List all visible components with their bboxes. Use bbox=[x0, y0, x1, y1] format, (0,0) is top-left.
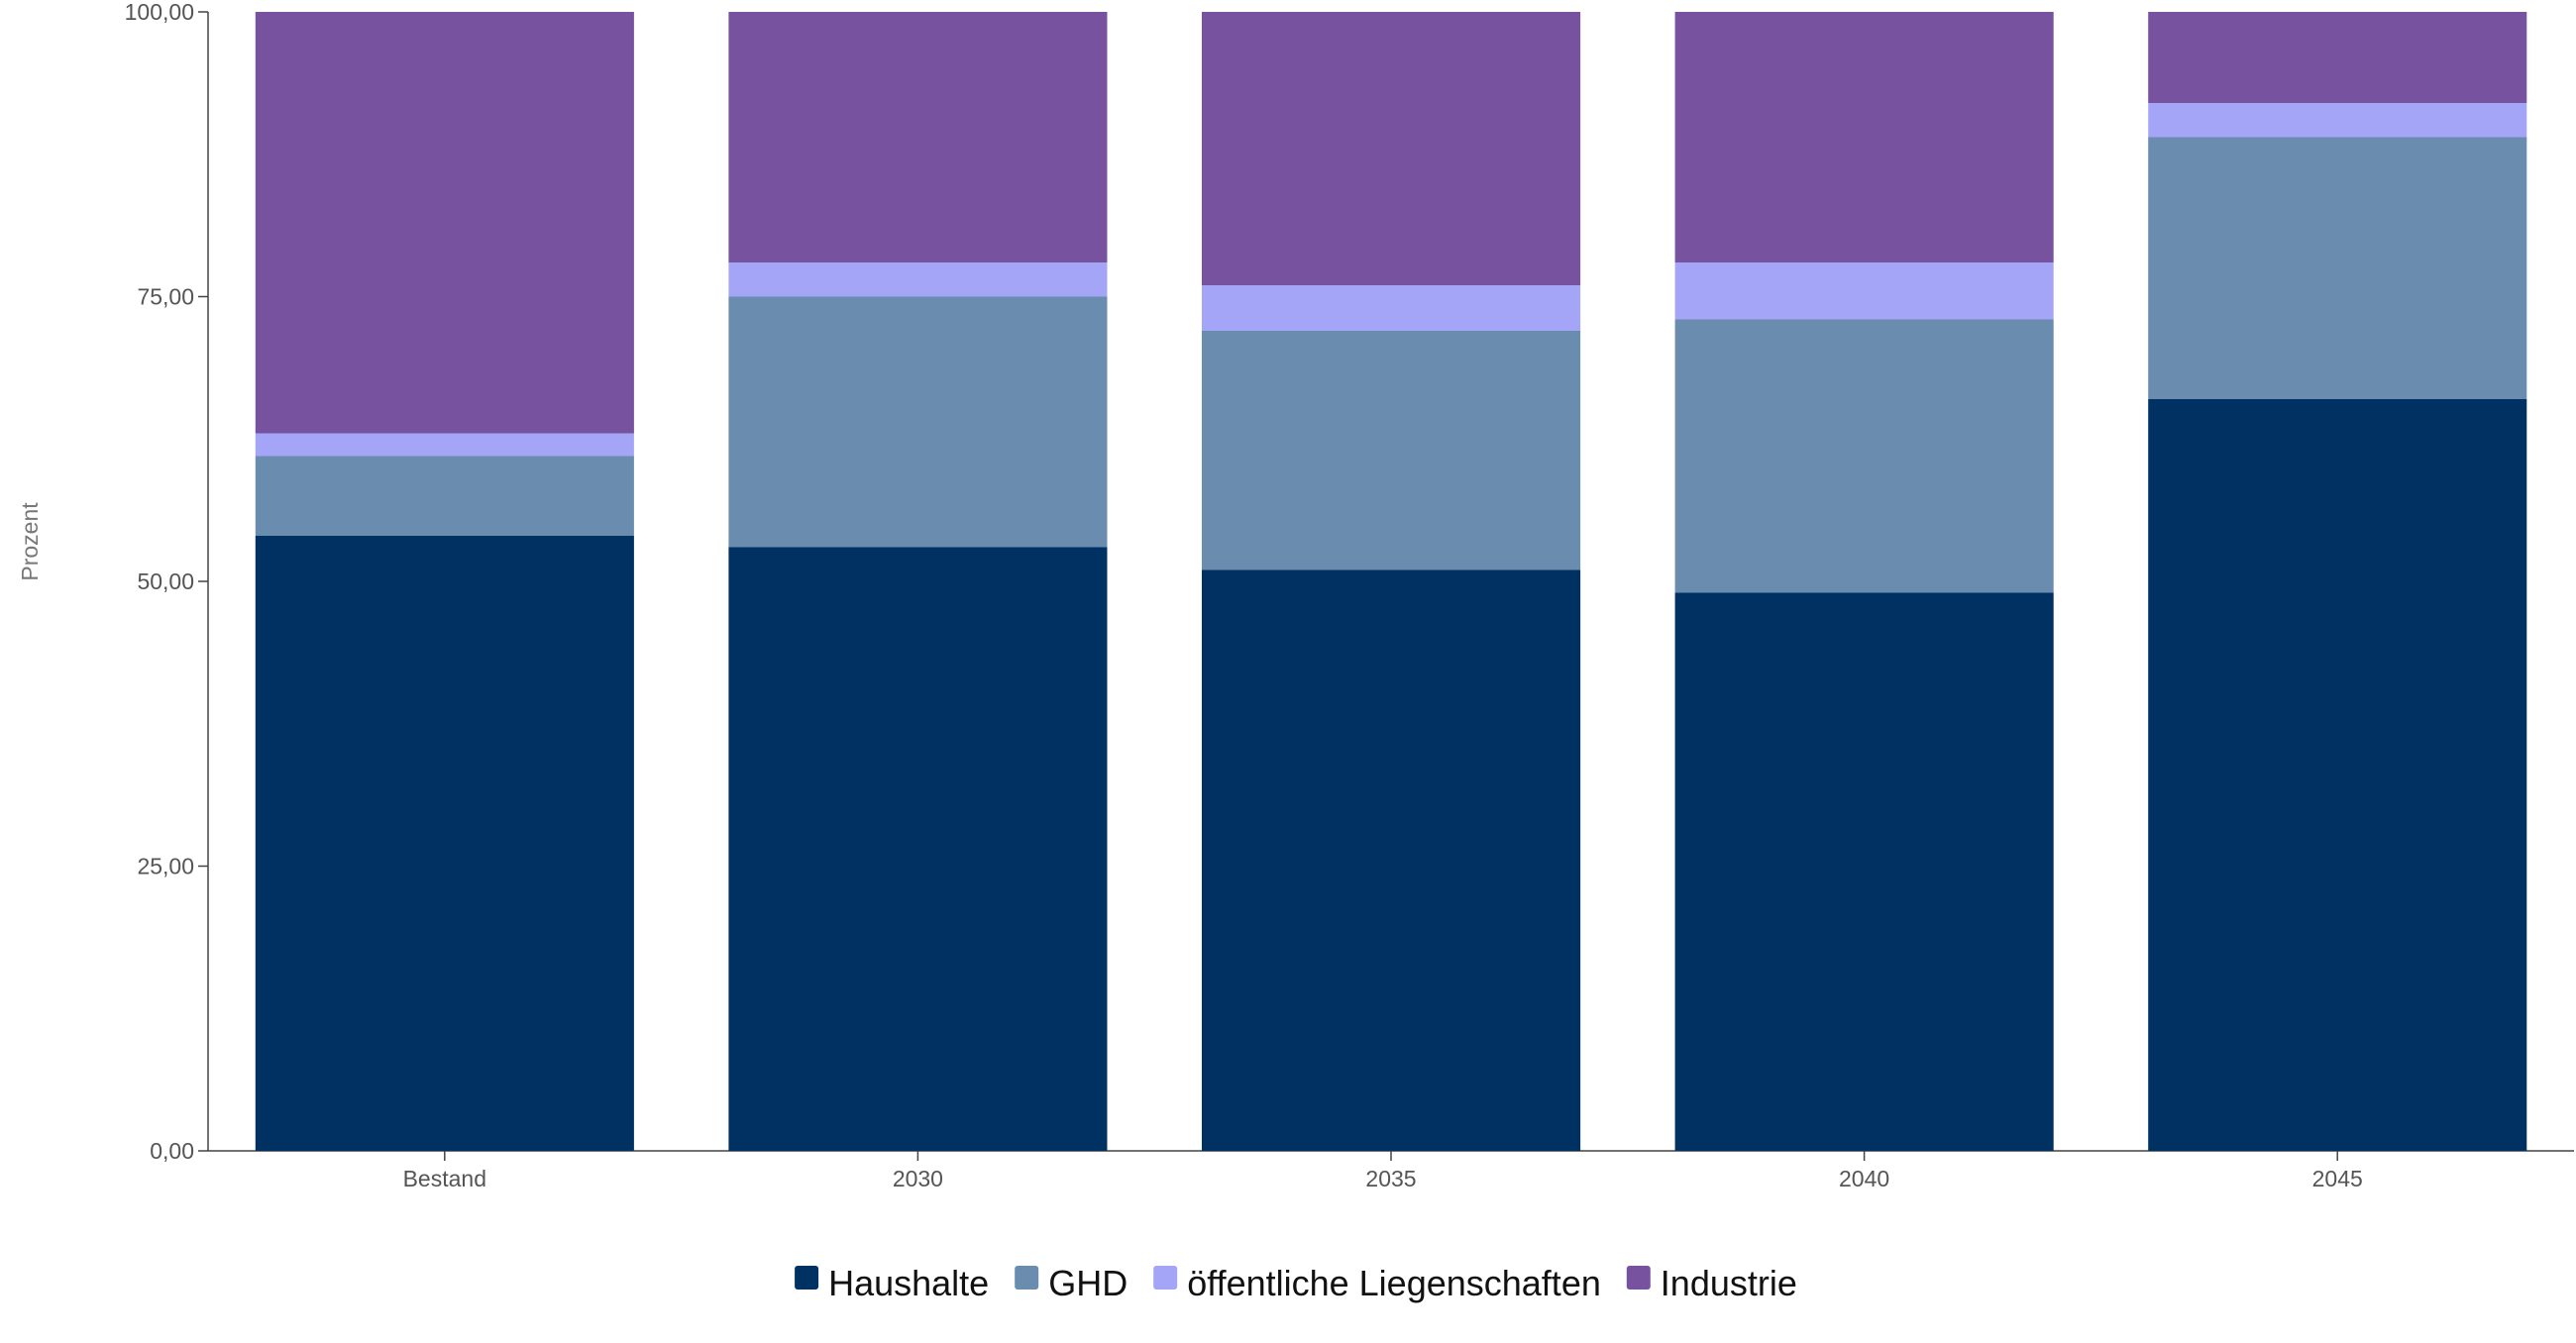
y-tick-label: 25,00 bbox=[137, 854, 194, 879]
bar-segment-2035-0 bbox=[1202, 569, 1581, 1151]
x-tick-label: 2030 bbox=[893, 1166, 943, 1191]
y-axis-title: Prozent bbox=[17, 502, 43, 581]
bar-segment-2030-0 bbox=[728, 547, 1108, 1151]
bar-segment-2040-1 bbox=[1674, 319, 2054, 593]
legend-item-2: öffentliche Liegenschaften bbox=[1153, 1263, 1601, 1303]
legend-swatch bbox=[795, 1266, 819, 1290]
legend-label: Haushalte bbox=[828, 1263, 989, 1303]
legend-item-3: Industrie bbox=[1626, 1263, 1797, 1303]
bar-segment-2030-1 bbox=[728, 296, 1108, 548]
legend-label: GHD bbox=[1048, 1263, 1127, 1303]
bar-segment-2030-3 bbox=[728, 12, 1108, 262]
x-tick-label: 2045 bbox=[2312, 1166, 2363, 1191]
bar-segment-Bestand-1 bbox=[255, 456, 634, 536]
legend: Haushalte GHD öffentliche Liegenschaften In… bbox=[795, 1263, 1797, 1303]
y-tick-label: 50,00 bbox=[137, 568, 194, 594]
bar-segment-2030-2 bbox=[728, 262, 1108, 297]
legend-swatch bbox=[1153, 1266, 1178, 1290]
legend-swatch bbox=[1626, 1266, 1651, 1290]
bar-segment-Bestand-2 bbox=[255, 433, 634, 457]
legend-item-1: GHD bbox=[1015, 1263, 1127, 1303]
bar-segment-Bestand-3 bbox=[255, 12, 634, 434]
x-tick-label: 2035 bbox=[1365, 1166, 1416, 1191]
x-tick-label: Bestand bbox=[403, 1166, 486, 1191]
bar-segment-2035-3 bbox=[1202, 12, 1581, 285]
x-ticks: Bestand 2030 2035 2040 2045 bbox=[403, 1151, 2363, 1191]
legend-swatch bbox=[1015, 1266, 1039, 1290]
bar-segment-2045-2 bbox=[2148, 103, 2527, 138]
bar-segment-Bestand-0 bbox=[255, 536, 634, 1151]
bar-segment-2045-1 bbox=[2148, 137, 2527, 399]
legend-label: Industrie bbox=[1661, 1263, 1797, 1303]
bar-segment-2035-2 bbox=[1202, 285, 1581, 331]
bar-segment-2040-0 bbox=[1674, 592, 2054, 1151]
y-tick-label: 0,00 bbox=[150, 1138, 194, 1164]
y-tick-label: 100,00 bbox=[125, 0, 194, 25]
bars bbox=[255, 12, 2527, 1151]
y-ticks: 0,00 25,00 50,00 75,00 100,00 bbox=[125, 0, 208, 1164]
x-tick-label: 2040 bbox=[1839, 1166, 1889, 1191]
legend-item-0: Haushalte bbox=[795, 1263, 989, 1303]
legend-label: öffentliche Liegenschaften bbox=[1187, 1263, 1601, 1303]
bar-segment-2035-1 bbox=[1202, 331, 1581, 570]
y-tick-label: 75,00 bbox=[137, 284, 194, 310]
bar-segment-2040-2 bbox=[1674, 262, 2054, 320]
bar-segment-2040-3 bbox=[1674, 12, 2054, 262]
bar-segment-2045-0 bbox=[2148, 399, 2527, 1151]
bar-segment-2045-3 bbox=[2148, 12, 2527, 103]
